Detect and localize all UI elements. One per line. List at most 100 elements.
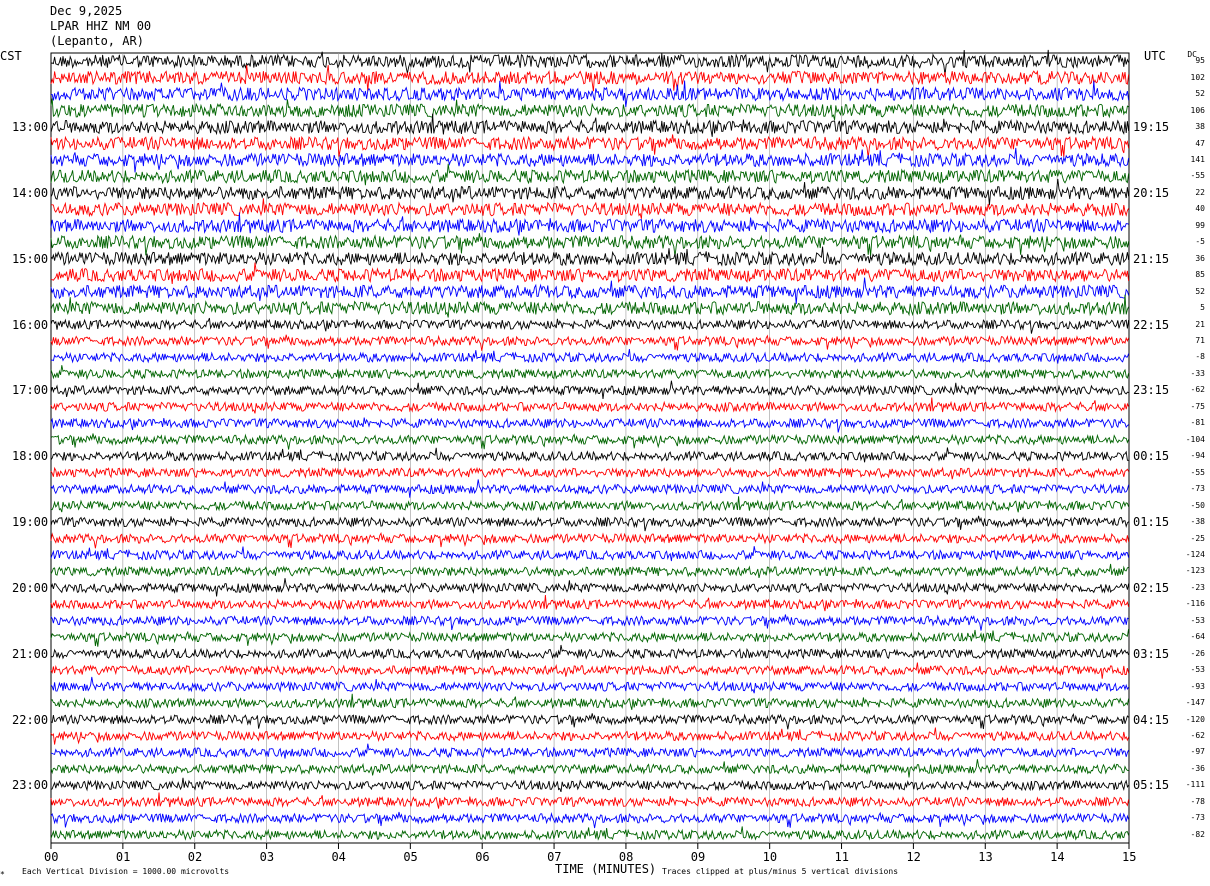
dc-offset-label: 99 xyxy=(1195,220,1205,230)
seismic-trace xyxy=(50,397,1130,414)
x-tick-label: 06 xyxy=(475,850,490,864)
seismic-trace xyxy=(50,147,1130,173)
dc-offset-label: -124 xyxy=(1185,549,1205,559)
seismic-trace xyxy=(50,496,1130,513)
dc-offset-label: -104 xyxy=(1185,434,1205,444)
x-tick-label: 15 xyxy=(1122,850,1137,864)
dc-offset-label: 85 xyxy=(1195,270,1205,280)
dc-offset-label: -50 xyxy=(1190,500,1205,510)
dc-offset-label: -26 xyxy=(1190,648,1205,658)
dc-offset-label: 21 xyxy=(1195,319,1205,329)
x-tick-label: 00 xyxy=(44,850,59,864)
dc-offset-label: -78 xyxy=(1190,796,1205,806)
utc-hour-label: 22:15 xyxy=(1133,317,1170,332)
cst-hour-label: 19:00 xyxy=(12,515,49,530)
seismic-trace xyxy=(50,777,1129,793)
seismic-trace xyxy=(50,246,1130,267)
seismic-trace xyxy=(50,198,1129,219)
dc-offset-label: -82 xyxy=(1190,829,1205,839)
seismic-trace xyxy=(50,447,1129,463)
seismic-trace xyxy=(50,349,1130,364)
plot-frame xyxy=(50,52,1130,844)
cst-label: CST xyxy=(0,49,22,63)
utc-hour-label: 00:15 xyxy=(1133,449,1170,464)
cst-hour-label: 21:00 xyxy=(12,646,49,661)
seismic-trace xyxy=(50,693,1130,710)
dc-offset-label: -36 xyxy=(1190,763,1205,773)
seismic-trace xyxy=(50,811,1130,829)
dc-offset-label: 106 xyxy=(1190,105,1205,115)
dc-offset-label: -75 xyxy=(1190,401,1205,411)
seismic-trace xyxy=(50,277,1130,304)
seismic-trace xyxy=(51,80,1130,107)
seismic-trace xyxy=(50,727,1130,745)
dc-offset-label: -38 xyxy=(1190,517,1205,527)
utc-label: UTC xyxy=(1144,49,1166,63)
x-tick-label: 07 xyxy=(547,850,562,864)
seismic-trace xyxy=(50,515,1129,532)
seismic-trace xyxy=(50,563,1129,579)
cst-hour-label: 22:00 xyxy=(12,712,49,727)
dc-offset-label: -73 xyxy=(1190,484,1205,494)
seismic-trace xyxy=(50,546,1130,562)
seismic-trace xyxy=(50,98,1129,121)
dc-offset-label: 36 xyxy=(1195,253,1205,263)
utc-hour-label: 04:15 xyxy=(1133,712,1170,727)
dc-offset-label: -5 xyxy=(1195,237,1205,247)
cst-hour-label: 18:00 xyxy=(12,449,49,464)
x-tick-label: 04 xyxy=(331,850,346,864)
dc-offset-label: 141 xyxy=(1190,154,1205,164)
dc-offset-label: -111 xyxy=(1185,780,1205,790)
dc-offset-label: -55 xyxy=(1190,467,1205,477)
utc-hour-label: 19:15 xyxy=(1133,120,1170,135)
x-tick-label: 02 xyxy=(187,850,203,864)
seismic-trace xyxy=(50,644,1130,660)
dc-offset-label: 52 xyxy=(1195,286,1205,296)
utc-hour-label: 21:15 xyxy=(1133,251,1170,266)
seismic-trace xyxy=(50,334,1130,351)
dc-offset-label: 5 xyxy=(1200,303,1205,313)
seismic-trace xyxy=(50,466,1129,480)
dc-offset-label: -93 xyxy=(1190,681,1205,691)
dc-offset-label: -64 xyxy=(1190,632,1205,642)
dc-offset-label: -62 xyxy=(1190,731,1205,741)
cst-hour-label: 15:00 xyxy=(12,251,49,266)
dc-offset-label: -23 xyxy=(1190,582,1205,592)
date-label: Dec 9,2025 xyxy=(50,4,123,18)
seismic-trace xyxy=(50,134,1130,158)
dc-offset-label: 40 xyxy=(1195,204,1205,214)
dc-offset-label: -8 xyxy=(1195,352,1205,362)
seismic-trace xyxy=(50,759,1129,778)
seismic-trace xyxy=(50,113,1130,137)
x-tick-label: 12 xyxy=(906,850,921,864)
seismic-trace xyxy=(50,662,1130,679)
seismic-trace xyxy=(50,178,1130,206)
seismic-trace xyxy=(50,712,1129,730)
x-tick-label: 08 xyxy=(618,850,634,864)
utc-hour-label: 03:15 xyxy=(1133,646,1170,661)
utc-hour-label: 20:15 xyxy=(1133,185,1170,200)
dc-offset-label: -33 xyxy=(1190,368,1205,378)
seismic-trace xyxy=(50,743,1130,759)
seismic-trace xyxy=(50,628,1130,647)
seismic-trace xyxy=(50,212,1129,236)
clip-note: Traces clipped at plus/minus 5 vertical … xyxy=(662,867,899,876)
x-tick-label: 05 xyxy=(403,850,418,864)
dc-header: DC xyxy=(1187,50,1197,59)
seismic-trace xyxy=(50,380,1129,399)
dc-offset-label: -147 xyxy=(1185,698,1205,708)
x-tick-label: 13 xyxy=(978,850,993,864)
utc-hour-label: 01:15 xyxy=(1133,515,1170,530)
seismic-trace xyxy=(50,417,1129,433)
seismic-trace xyxy=(50,792,1130,809)
dc-offset-label: -25 xyxy=(1190,533,1205,543)
dc-offset-label: -55 xyxy=(1190,171,1205,181)
dc-offset-label: -97 xyxy=(1190,747,1205,757)
cst-hour-label: 13:00 xyxy=(12,120,49,135)
seismic-trace xyxy=(50,163,1130,186)
dc-offset-label: 22 xyxy=(1195,187,1205,197)
dc-offset-label: -94 xyxy=(1190,451,1205,461)
cst-hour-label: 23:00 xyxy=(12,778,49,793)
dc-offset-label: 95 xyxy=(1195,56,1205,66)
dc-offset-label: 71 xyxy=(1195,336,1205,346)
